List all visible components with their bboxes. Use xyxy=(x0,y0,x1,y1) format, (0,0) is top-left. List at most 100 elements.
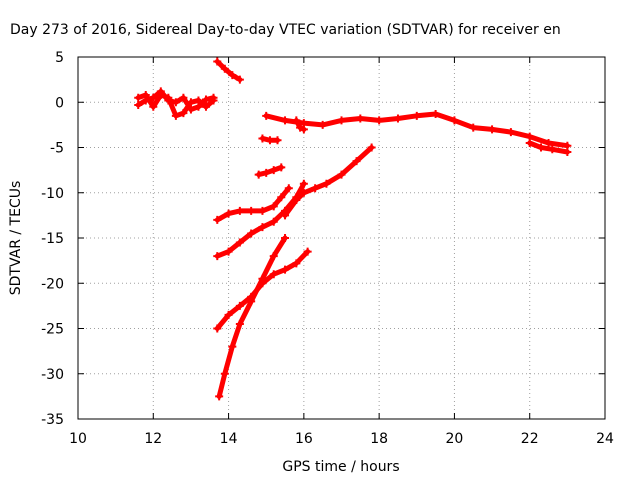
data-point-marker xyxy=(213,57,222,66)
y-tick-label: -20 xyxy=(41,276,64,292)
data-point-marker xyxy=(548,145,557,154)
x-tick-label: 24 xyxy=(596,431,614,447)
data-point-marker xyxy=(284,184,293,193)
data-point-marker xyxy=(262,168,271,177)
x-tick-label: 22 xyxy=(521,431,539,447)
y-tick-label: 5 xyxy=(55,50,64,66)
data-point-marker xyxy=(352,157,361,166)
data-point-marker xyxy=(194,102,203,111)
data-point-marker xyxy=(213,215,222,224)
data-point-marker xyxy=(303,247,312,256)
data-point-marker xyxy=(269,202,278,211)
data-point-marker xyxy=(258,134,267,143)
data-point-marker xyxy=(299,125,308,134)
data-point-marker xyxy=(269,217,278,226)
data-point-marker xyxy=(292,259,301,268)
data-point-marker xyxy=(164,96,173,105)
x-tick-label: 20 xyxy=(446,431,464,447)
data-point-marker xyxy=(356,114,365,123)
data-point-marker xyxy=(506,128,515,137)
data-point-marker xyxy=(235,238,244,247)
data-point-marker xyxy=(292,195,301,204)
y-tick-label: -30 xyxy=(41,367,64,383)
series-arc-13.75-15.5 xyxy=(216,235,288,399)
data-point-marker xyxy=(281,265,290,274)
data-point-marker xyxy=(201,102,210,111)
data-point-marker xyxy=(299,179,308,188)
data-point-marker xyxy=(269,270,278,279)
y-tick-label: -15 xyxy=(41,231,64,247)
data-point-marker xyxy=(235,75,244,84)
data-point-marker xyxy=(450,116,459,125)
data-point-marker xyxy=(563,148,572,157)
data-point-marker xyxy=(269,252,278,261)
data-point-marker xyxy=(171,98,180,107)
data-point-marker xyxy=(247,206,256,215)
y-tick-label: -10 xyxy=(41,186,64,202)
data-point-marker xyxy=(134,93,143,102)
data-point-marker xyxy=(269,166,278,175)
data-series xyxy=(134,57,572,401)
data-point-marker xyxy=(149,93,158,102)
data-point-marker xyxy=(367,143,376,152)
data-point-marker xyxy=(322,179,331,188)
data-point-marker xyxy=(179,93,188,102)
data-point-marker xyxy=(224,310,233,319)
series-arc-15.5-17.8 xyxy=(282,145,375,218)
data-point-marker xyxy=(265,136,274,145)
x-axis-label: GPS time / hours xyxy=(282,459,399,475)
data-point-marker xyxy=(258,274,267,283)
x-tick-label: 16 xyxy=(295,431,313,447)
data-point-marker xyxy=(318,120,327,129)
data-point-marker xyxy=(201,95,210,104)
data-point-marker xyxy=(544,138,553,147)
data-point-marker xyxy=(235,206,244,215)
data-point-marker xyxy=(311,184,320,193)
data-point-marker xyxy=(488,125,497,134)
data-point-marker xyxy=(537,143,546,152)
data-point-marker xyxy=(412,111,421,120)
data-point-marker xyxy=(281,116,290,125)
data-point-marker xyxy=(281,234,290,242)
data-point-marker xyxy=(254,170,263,179)
data-point-marker xyxy=(262,111,271,120)
data-point-marker xyxy=(149,102,158,111)
x-tick-label: 12 xyxy=(144,431,162,447)
data-point-marker xyxy=(224,209,233,218)
y-tick-label: -25 xyxy=(41,322,64,338)
x-tick-label: 10 xyxy=(69,431,87,447)
plot-frame xyxy=(77,56,606,420)
y-axis-label: SDTVAR / TECUs xyxy=(8,181,24,296)
data-point-marker xyxy=(337,116,346,125)
chart-title: Day 273 of 2016, Sidereal Day-to-day VTE… xyxy=(10,22,561,38)
data-point-marker xyxy=(228,342,237,351)
data-point-marker xyxy=(337,170,346,179)
data-point-marker xyxy=(141,96,150,105)
data-point-marker xyxy=(220,64,229,73)
data-point-marker xyxy=(224,247,233,256)
data-point-marker xyxy=(228,71,237,80)
data-point-marker xyxy=(220,369,229,378)
data-point-marker xyxy=(277,163,286,172)
data-point-marker xyxy=(179,109,188,118)
data-point-marker xyxy=(299,188,308,197)
data-point-marker xyxy=(247,229,256,238)
data-point-marker xyxy=(375,116,384,125)
data-point-marker xyxy=(247,297,256,306)
data-point-marker xyxy=(209,93,218,102)
data-point-marker xyxy=(235,319,244,328)
data-point-marker xyxy=(213,252,222,261)
data-point-marker xyxy=(171,111,180,120)
data-point-marker xyxy=(258,223,267,232)
data-point-marker xyxy=(469,123,478,132)
data-point-marker xyxy=(525,138,534,147)
series-arc-22.0-23.0 xyxy=(527,140,570,155)
x-tick-label: 14 xyxy=(220,431,238,447)
series-arc-13.7-16.0 xyxy=(214,181,307,259)
data-point-marker xyxy=(281,211,290,220)
data-point-marker xyxy=(213,324,222,333)
data-point-marker xyxy=(186,105,195,114)
grid xyxy=(77,56,606,420)
data-point-marker xyxy=(235,301,244,310)
